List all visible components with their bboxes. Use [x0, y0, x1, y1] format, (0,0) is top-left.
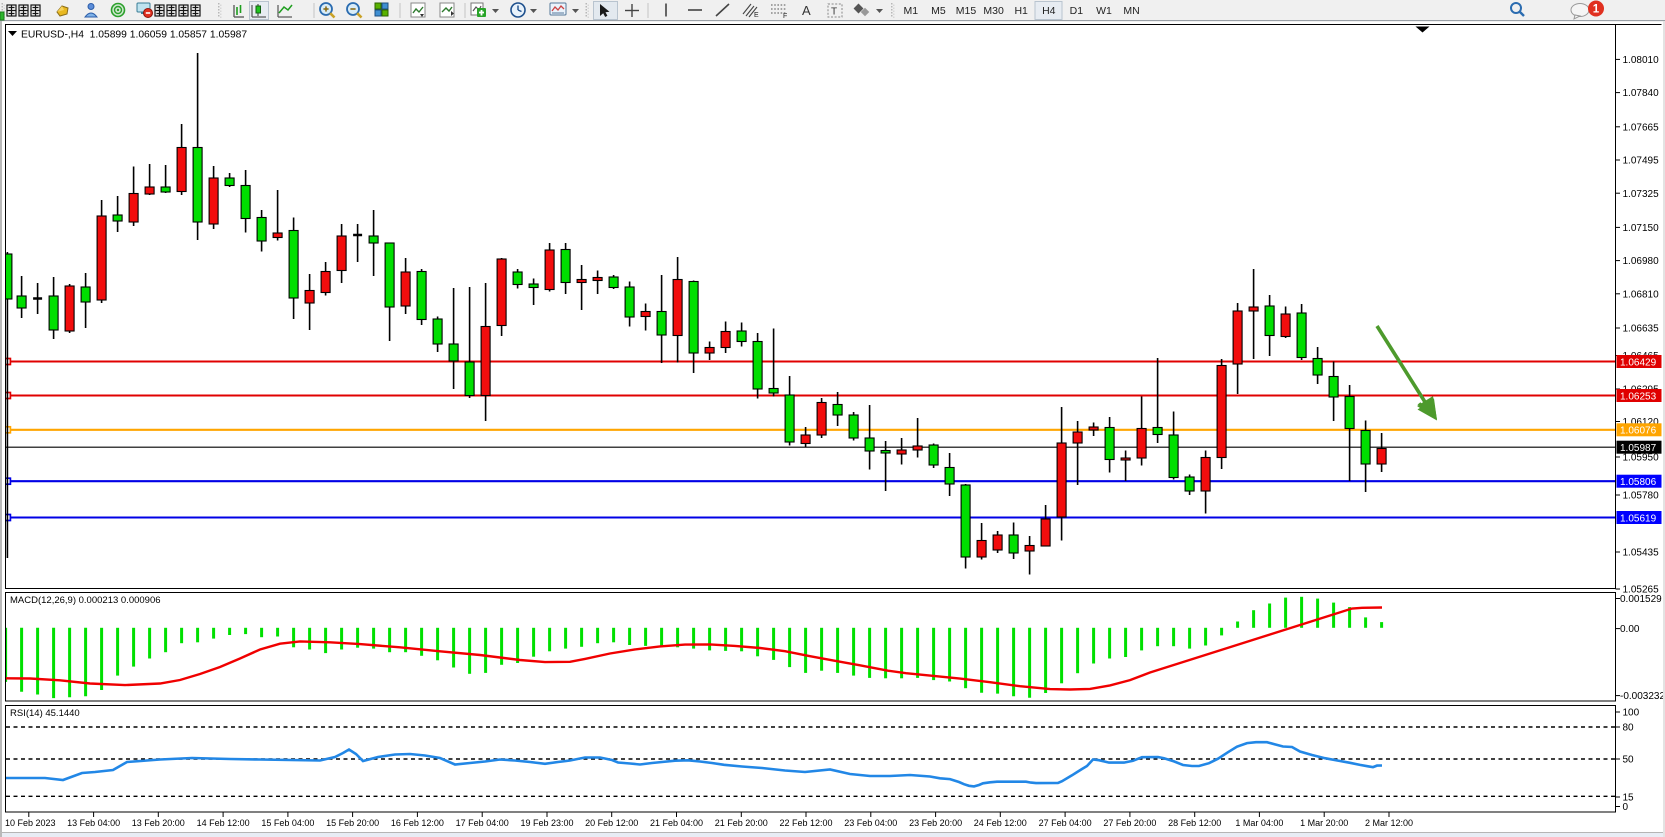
svg-text:MACD(12,26,9) 0.000213 0.00090: MACD(12,26,9) 0.000213 0.000906	[10, 595, 161, 606]
svg-text:MN: MN	[1123, 5, 1139, 17]
svg-text:RSI(14) 45.1440: RSI(14) 45.1440	[10, 708, 80, 719]
svg-text:13 Feb 20:00: 13 Feb 20:00	[132, 818, 185, 828]
svg-text:1.06810: 1.06810	[1623, 289, 1660, 300]
svg-text:M1: M1	[904, 5, 919, 17]
svg-text:1.07665: 1.07665	[1623, 122, 1660, 133]
svg-text:1.07325: 1.07325	[1623, 189, 1660, 200]
svg-text:15: 15	[1623, 793, 1635, 804]
svg-text:EURUSD-,H4 1.05899 1.06059 1.: EURUSD-,H4 1.05899 1.06059 1.05857 1.059…	[21, 30, 247, 41]
svg-text:1.05806: 1.05806	[1620, 477, 1657, 488]
svg-text:15 Feb 04:00: 15 Feb 04:00	[261, 818, 314, 828]
svg-text:1.05619: 1.05619	[1620, 513, 1657, 524]
svg-text:1.08010: 1.08010	[1623, 55, 1660, 66]
svg-text:1.05435: 1.05435	[1623, 548, 1660, 559]
svg-text:1.07840: 1.07840	[1623, 88, 1660, 99]
svg-text:1.06253: 1.06253	[1620, 391, 1657, 402]
svg-text:13 Feb 04:00: 13 Feb 04:00	[67, 818, 120, 828]
svg-text:27 Feb 20:00: 27 Feb 20:00	[1103, 818, 1156, 828]
svg-text:1.06635: 1.06635	[1623, 324, 1660, 335]
svg-text:M30: M30	[983, 5, 1004, 17]
svg-text:20 Feb 12:00: 20 Feb 12:00	[585, 818, 638, 828]
svg-text:0: 0	[1623, 802, 1629, 813]
svg-text:1.05265: 1.05265	[1623, 585, 1660, 596]
svg-text:80: 80	[1623, 723, 1635, 734]
svg-text:14 Feb 12:00: 14 Feb 12:00	[197, 818, 250, 828]
svg-text:T: T	[831, 7, 837, 18]
svg-text:1.07495: 1.07495	[1623, 156, 1660, 167]
svg-text:M15: M15	[956, 5, 977, 17]
svg-text:E: E	[754, 12, 759, 19]
svg-text:1 Mar 04:00: 1 Mar 04:00	[1235, 818, 1283, 828]
svg-text:100: 100	[1623, 708, 1640, 719]
svg-text:24 Feb 12:00: 24 Feb 12:00	[974, 818, 1027, 828]
svg-text:19 Feb 23:00: 19 Feb 23:00	[520, 818, 573, 828]
svg-text:1 Mar 20:00: 1 Mar 20:00	[1300, 818, 1348, 828]
svg-text:1.05950: 1.05950	[1623, 453, 1660, 464]
svg-text:1: 1	[1593, 4, 1600, 16]
svg-text:-0.003232: -0.003232	[1620, 691, 1665, 702]
svg-text:27 Feb 04:00: 27 Feb 04:00	[1039, 818, 1092, 828]
svg-text:W1: W1	[1096, 5, 1112, 17]
svg-text:A: A	[802, 3, 811, 18]
svg-text:H4: H4	[1042, 5, 1056, 17]
svg-text:1.05780: 1.05780	[1623, 491, 1660, 502]
svg-text:1.07150: 1.07150	[1623, 223, 1660, 234]
svg-text:H1: H1	[1014, 5, 1028, 17]
svg-text:2 Mar 12:00: 2 Mar 12:00	[1365, 818, 1413, 828]
svg-text:0.001529: 0.001529	[1620, 594, 1662, 605]
svg-text:0.00: 0.00	[1620, 624, 1640, 635]
svg-text:F: F	[783, 13, 787, 20]
svg-text:21 Feb 04:00: 21 Feb 04:00	[650, 818, 703, 828]
svg-text:23 Feb 04:00: 23 Feb 04:00	[844, 818, 897, 828]
svg-text:1.06980: 1.06980	[1623, 256, 1660, 267]
svg-text:1.05987: 1.05987	[1620, 443, 1657, 454]
svg-text:23 Feb 20:00: 23 Feb 20:00	[909, 818, 962, 828]
svg-text:D1: D1	[1070, 5, 1084, 17]
svg-text:15 Feb 20:00: 15 Feb 20:00	[326, 818, 379, 828]
svg-text:50: 50	[1623, 755, 1635, 766]
svg-text:10 Feb 2023: 10 Feb 2023	[5, 818, 56, 828]
svg-text:21 Feb 20:00: 21 Feb 20:00	[715, 818, 768, 828]
svg-text:16 Feb 12:00: 16 Feb 12:00	[391, 818, 444, 828]
svg-text:22 Feb 12:00: 22 Feb 12:00	[779, 818, 832, 828]
svg-text:1.06429: 1.06429	[1620, 357, 1657, 368]
svg-text:28 Feb 12:00: 28 Feb 12:00	[1168, 818, 1221, 828]
svg-text:1.06076: 1.06076	[1620, 426, 1657, 437]
svg-text:1.06120: 1.06120	[1623, 417, 1660, 428]
svg-text:17 Feb 04:00: 17 Feb 04:00	[456, 818, 509, 828]
svg-text:M5: M5	[931, 5, 946, 17]
